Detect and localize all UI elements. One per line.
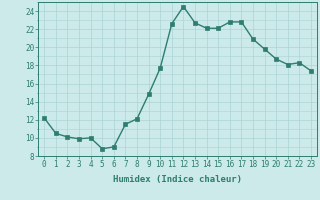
- X-axis label: Humidex (Indice chaleur): Humidex (Indice chaleur): [113, 175, 242, 184]
